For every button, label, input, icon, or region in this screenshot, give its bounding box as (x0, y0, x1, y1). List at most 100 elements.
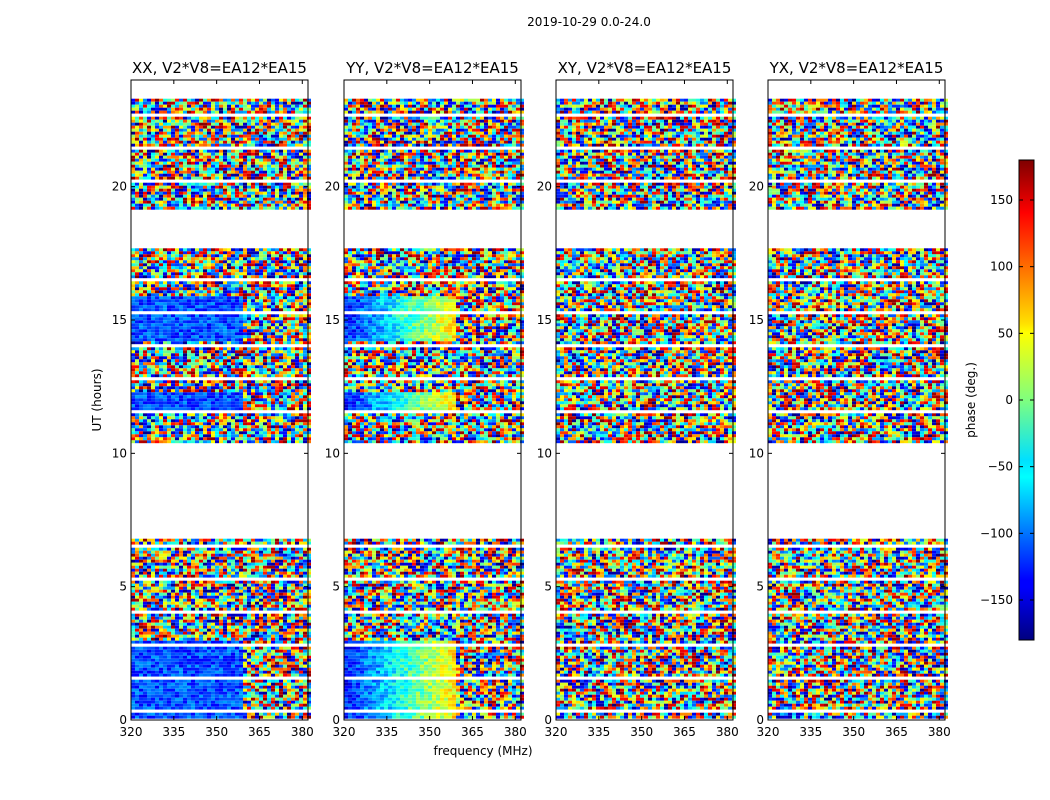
heatmap-cell (259, 634, 263, 638)
heatmap-cell (295, 634, 299, 638)
heatmap-cell (191, 284, 195, 288)
heatmap-cell (159, 646, 163, 650)
heatmap-cell (247, 598, 251, 602)
heatmap-cell (271, 583, 275, 587)
heatmap-cell (263, 586, 267, 590)
heatmap-cell (295, 664, 299, 668)
heatmap-cell (139, 664, 143, 668)
heatmap-cell (187, 359, 191, 363)
heatmap-cell (243, 329, 247, 333)
heatmap-cell (223, 655, 227, 659)
heatmap-cell (135, 649, 139, 653)
heatmap-cell (167, 377, 171, 381)
heatmap-cell (139, 308, 143, 312)
heatmap-cell (251, 374, 255, 378)
heatmap-cell (159, 664, 163, 668)
heatmap-cell (131, 371, 135, 375)
heatmap-cell (211, 308, 215, 312)
heatmap-cell (275, 667, 279, 671)
heatmap-cell (263, 715, 267, 719)
heatmap-cell (203, 640, 207, 644)
heatmap-cell (295, 299, 299, 303)
heatmap-cell (155, 281, 159, 285)
heatmap-cell (295, 323, 299, 327)
heatmap-cell (147, 691, 151, 695)
heatmap-cell (155, 547, 159, 551)
heatmap-cell (271, 640, 275, 644)
heatmap-cell (191, 649, 195, 653)
heatmap-cell (279, 275, 283, 279)
heatmap-cell (171, 374, 175, 378)
heatmap-cell (199, 314, 203, 318)
heatmap-cell (227, 577, 231, 581)
heatmap-cell (179, 389, 183, 393)
heatmap-cell (255, 646, 259, 650)
heatmap-cell (155, 595, 159, 599)
heatmap-cell (279, 329, 283, 333)
heatmap-cell (175, 655, 179, 659)
heatmap-cell (131, 556, 135, 560)
heatmap-cell (175, 631, 179, 635)
heatmap-cell (307, 341, 311, 345)
heatmap-cell (183, 688, 187, 692)
heatmap-cell (167, 362, 171, 366)
heatmap-cell (291, 293, 295, 297)
heatmap-cell (139, 359, 143, 363)
heatmap-cell (231, 317, 235, 321)
heatmap-cell (251, 577, 255, 581)
heatmap-cell (283, 380, 287, 384)
heatmap-cell (299, 652, 303, 656)
heatmap-cell (147, 712, 151, 716)
heatmap-cell (295, 296, 299, 300)
heatmap-cell (207, 580, 211, 584)
heatmap-cell (279, 679, 283, 683)
heatmap-cell (243, 697, 247, 701)
heatmap-cell (143, 613, 147, 617)
heatmap-cell (291, 389, 295, 393)
heatmap-cell (147, 338, 151, 342)
heatmap-cell (299, 293, 303, 297)
heatmap-cell (279, 248, 283, 252)
heatmap-cell (131, 679, 135, 683)
heatmap-cell (211, 326, 215, 330)
heatmap-cell (139, 368, 143, 372)
heatmap-cell (203, 709, 207, 713)
heatmap-cell (283, 652, 287, 656)
heatmap-cell (275, 694, 279, 698)
heatmap-cell (151, 715, 155, 719)
heatmap-cell (251, 269, 255, 273)
heatmap-cell (187, 673, 191, 677)
heatmap-cell (199, 386, 203, 390)
heatmap-cell (175, 296, 179, 300)
heatmap-cell (259, 589, 263, 593)
heatmap-cell (279, 308, 283, 312)
heatmap-cell (211, 625, 215, 629)
heatmap-cell (299, 550, 303, 554)
heatmap-cell (287, 544, 291, 548)
heatmap-cell (151, 257, 155, 261)
heatmap-cell (215, 302, 219, 306)
heatmap-cell (219, 613, 223, 617)
heatmap-cell (303, 676, 307, 680)
heatmap-cell (255, 356, 259, 360)
heatmap-cell (291, 296, 295, 300)
heatmap-cell (299, 263, 303, 267)
heatmap-cell (267, 655, 271, 659)
heatmap-cell (203, 365, 207, 369)
heatmap-cell (191, 365, 195, 369)
heatmap-cell (135, 332, 139, 336)
heatmap-cell (263, 338, 267, 342)
heatmap-cell (175, 365, 179, 369)
heatmap-cell (159, 625, 163, 629)
heatmap-cell (179, 386, 183, 390)
heatmap-cell (283, 269, 287, 273)
heatmap-cell (299, 284, 303, 288)
heatmap-cell (307, 679, 311, 683)
heatmap-cell (215, 260, 219, 264)
heatmap-cell (139, 538, 143, 542)
heatmap-cell (203, 616, 207, 620)
heatmap-cell (223, 583, 227, 587)
heatmap-cell (223, 266, 227, 270)
heatmap-cell (299, 571, 303, 575)
heatmap-cell (283, 317, 287, 321)
